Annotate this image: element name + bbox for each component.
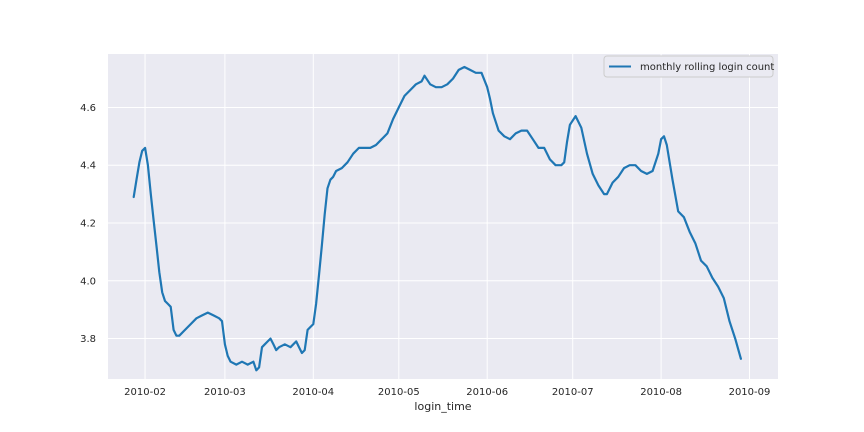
x-tick-label: 2010-02 <box>124 387 166 398</box>
x-tick-label: 2010-09 <box>729 387 771 398</box>
x-tick-label: 2010-08 <box>640 387 682 398</box>
x-tick-label: 2010-06 <box>466 387 508 398</box>
x-tick-label: 2010-05 <box>378 387 420 398</box>
y-tick-label: 3.8 <box>80 334 96 345</box>
y-tick-label: 4.6 <box>80 103 96 114</box>
plot-background <box>108 54 778 379</box>
y-tick-label: 4.0 <box>80 276 96 287</box>
x-axis: 2010-02 2010-03 2010-04 2010-05 2010-06 2010-… <box>124 387 770 398</box>
x-tick-label: 2010-04 <box>292 387 334 398</box>
grid-lines <box>108 54 778 379</box>
y-tick-label: 4.2 <box>80 219 96 230</box>
x-tick-label: 2010-03 <box>204 387 246 398</box>
y-axis: 3.8 4.0 4.2 4.4 4.6 <box>80 103 96 345</box>
legend: monthly rolling login count <box>603 55 774 78</box>
legend-box <box>603 55 774 78</box>
series-layer <box>132 65 742 372</box>
x-axis-label: login_time <box>414 400 471 413</box>
y-tick-label: 4.4 <box>80 161 96 172</box>
legend-label: monthly rolling login count <box>640 62 774 73</box>
series-line <box>132 65 742 372</box>
x-tick-label: 2010-07 <box>552 387 594 398</box>
